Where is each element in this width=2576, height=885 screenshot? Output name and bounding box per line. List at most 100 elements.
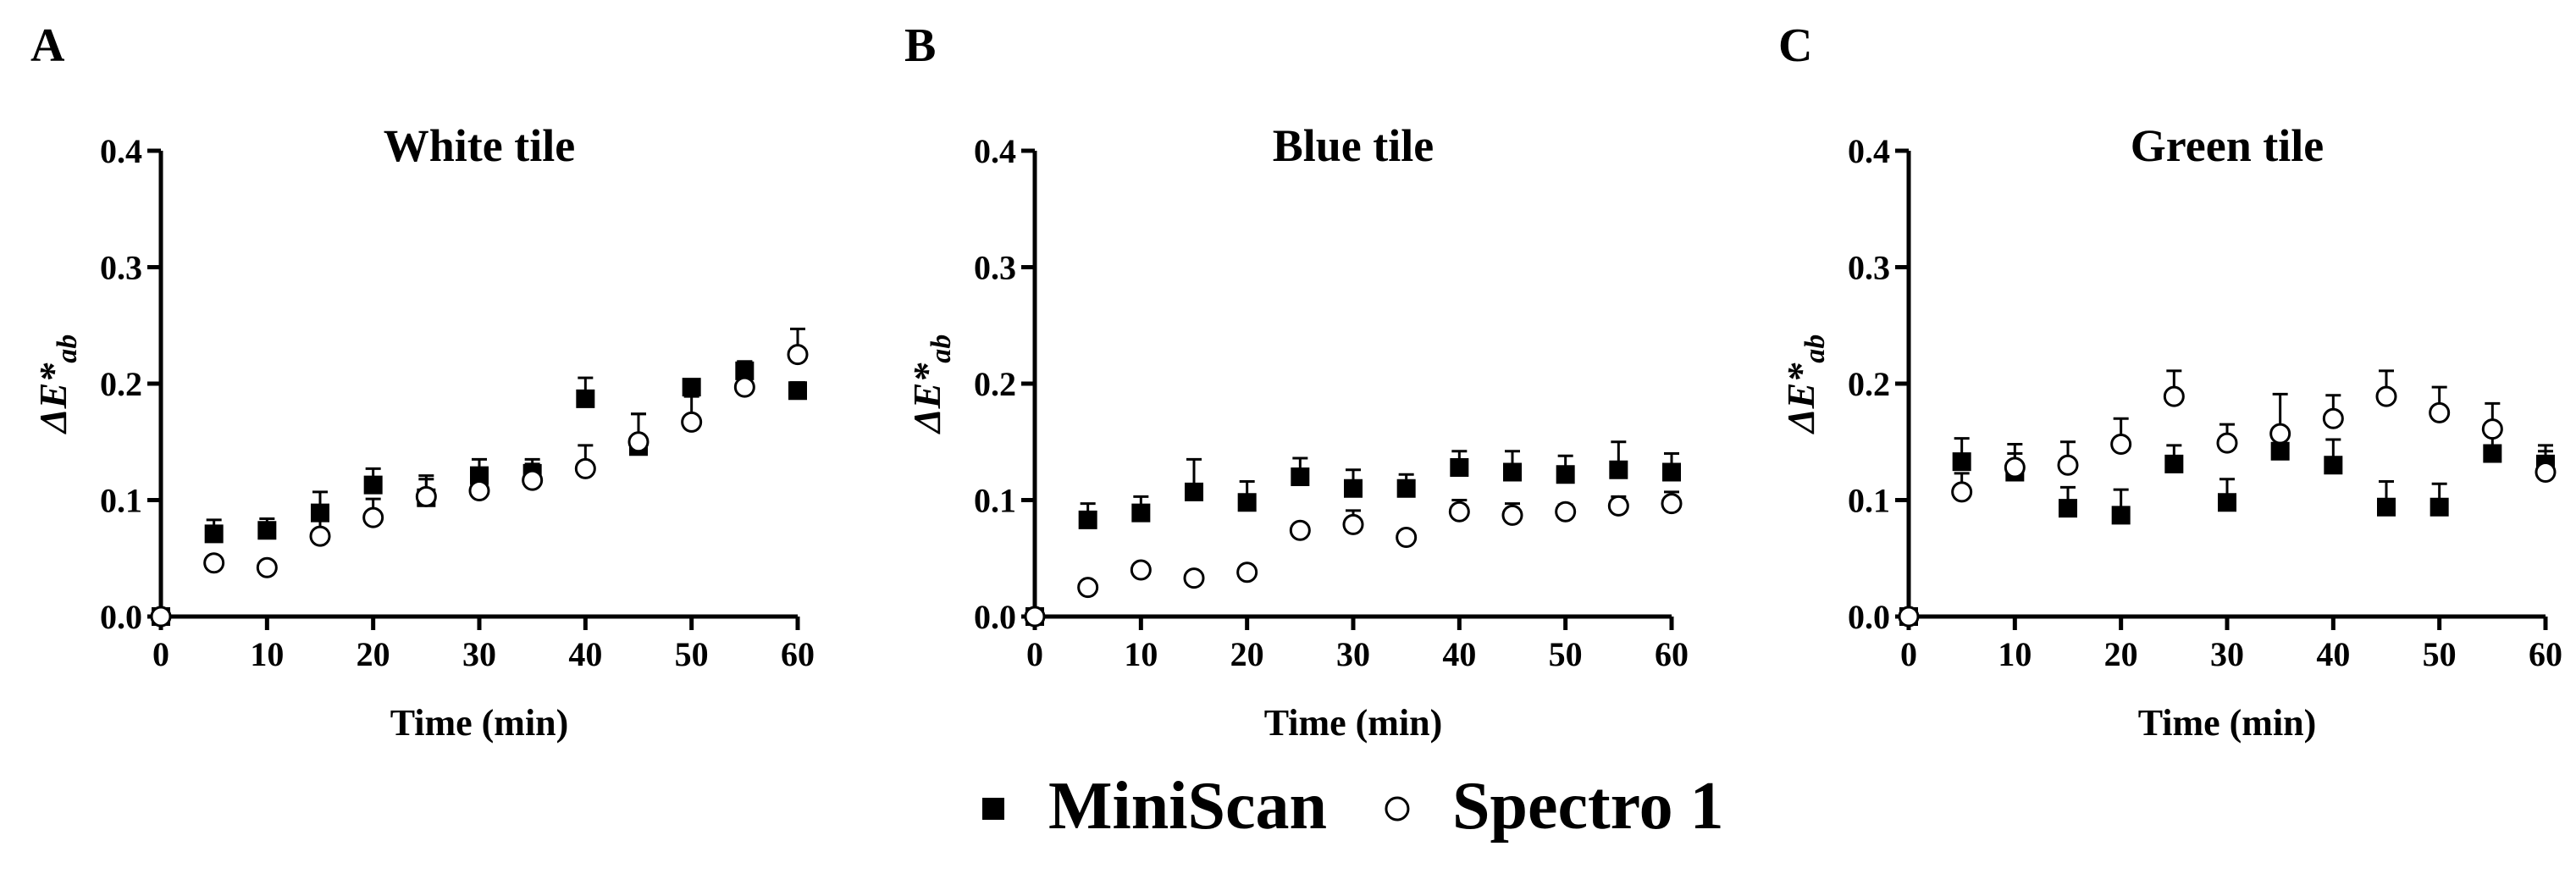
x-tick-label: 30: [1336, 635, 1370, 673]
x-axis-label: Time (min): [1264, 702, 1443, 744]
data-point-square: [204, 524, 224, 544]
data-point-circle: [1607, 495, 1629, 517]
x-tick-label: 0: [1026, 635, 1043, 673]
y-axis-label: ΔE*ab: [905, 335, 957, 435]
chart-title: Blue tile: [1273, 120, 1434, 171]
data-point-circle: [1183, 567, 1205, 589]
legend-marker-square: [982, 798, 1004, 820]
x-tick-label: 50: [675, 635, 709, 673]
data-point-circle: [309, 525, 331, 547]
data-point-circle: [1898, 606, 1920, 628]
y-tick-label: 0.0: [100, 598, 142, 636]
data-point-square: [1450, 458, 1469, 477]
data-point-circle: [522, 469, 544, 491]
legend-label: Spectro 1: [1452, 769, 1724, 844]
data-point-square: [2164, 454, 2184, 473]
data-point-circle: [2004, 456, 2026, 478]
y-tick-label: 0.3: [100, 249, 142, 287]
data-point-square: [788, 381, 807, 401]
data-point-circle: [1396, 527, 1418, 548]
data-point-square: [363, 475, 383, 495]
data-point-circle: [2322, 407, 2344, 429]
data-point-circle: [256, 556, 278, 578]
y-axis-label-main: ΔE*: [905, 362, 948, 435]
x-tick-label: 40: [568, 635, 602, 673]
y-tick-label: 0.4: [1848, 132, 1890, 170]
data-point-circle: [1555, 501, 1577, 523]
panel-letter: B: [904, 19, 936, 72]
y-axis-label-main: ΔE*: [1779, 362, 1822, 435]
data-point-circle: [150, 606, 172, 628]
x-tick-label: 10: [1124, 635, 1158, 673]
panel-a: A White tile 0.0 0.1 0.2 0.3 0.4 0 10 20 30 40 50 60 T…: [30, 19, 815, 744]
series-spectro-1: [1024, 490, 1683, 628]
data-point-circle: [2216, 432, 2238, 454]
data-point-square: [2059, 499, 2077, 518]
data-point-square: [1503, 462, 1522, 482]
y-axis-label: ΔE*ab: [31, 335, 83, 435]
data-point-square: [1131, 503, 1151, 523]
data-point-circle: [2481, 418, 2503, 440]
data-point-circle: [1501, 504, 1523, 526]
data-point-square: [2218, 493, 2236, 512]
data-point-square: [2377, 497, 2396, 517]
x-tick-label: 20: [1230, 635, 1264, 673]
data-point-circle: [2375, 385, 2397, 407]
legend: MiniScan Spectro 1: [982, 769, 1724, 844]
data-point-circle: [1130, 559, 1152, 581]
data-point-square: [1078, 510, 1097, 529]
data-point-circle: [1289, 519, 1311, 541]
data-point-circle: [415, 485, 437, 507]
data-point-square: [576, 389, 595, 408]
x-tick-label: 20: [357, 635, 390, 673]
x-tick-label: 50: [2423, 635, 2457, 673]
x-tick-label: 30: [2210, 635, 2244, 673]
data-point-circle: [733, 376, 755, 398]
y-axis-label-sub: ab: [52, 335, 83, 363]
chart-title: White tile: [384, 120, 575, 171]
data-point-circle: [681, 411, 703, 433]
data-point-circle: [1448, 501, 1470, 523]
data-point-square: [1662, 462, 1681, 482]
data-point-square: [2430, 497, 2449, 517]
data-point-circle: [2057, 454, 2079, 476]
y-tick-label: 0.1: [1848, 482, 1890, 520]
panel-c: C Green tile 0.0 0.1 0.2 0.3 0.4 0 10 20 30 40 50 60 T…: [1778, 19, 2562, 744]
data-point-circle: [2110, 434, 2132, 455]
x-tick-label: 10: [1998, 635, 2032, 673]
y-tick-label: 0.4: [100, 132, 142, 170]
data-point-square: [1185, 482, 1203, 501]
panel-letter: C: [1778, 19, 1812, 72]
data-point-circle: [574, 457, 596, 479]
data-point-circle: [203, 552, 225, 574]
y-axis-label: ΔE*ab: [1779, 335, 1831, 435]
x-tick-label: 20: [2104, 635, 2138, 673]
legend-marker-circle: [1385, 796, 1410, 821]
data-point-square: [1396, 478, 1416, 498]
data-point-square: [1952, 452, 1971, 472]
data-point-circle: [468, 480, 490, 501]
data-point-square: [257, 521, 277, 540]
data-point-square: [1344, 478, 1363, 498]
data-point-circle: [2429, 401, 2451, 423]
series-miniscan: [1025, 440, 1681, 626]
x-axis-label: Time (min): [2138, 702, 2317, 744]
y-tick-label: 0.2: [1848, 365, 1890, 403]
x-tick-label: 10: [250, 635, 284, 673]
data-point-square: [2270, 441, 2290, 461]
data-point-square: [2111, 506, 2131, 525]
data-point-square: [1556, 465, 1575, 484]
data-point-circle: [787, 344, 809, 366]
data-point-square: [2324, 456, 2343, 475]
data-point-circle: [1342, 513, 1364, 535]
data-point-square: [2483, 444, 2502, 463]
data-point-circle: [2269, 423, 2291, 445]
data-point-square: [1291, 467, 1310, 486]
data-point-square: [311, 503, 329, 523]
series-miniscan: [1899, 426, 2555, 626]
y-tick-label: 0.1: [974, 482, 1016, 520]
x-tick-label: 0: [152, 635, 169, 673]
data-point-square: [1237, 493, 1257, 512]
data-point-circle: [1236, 561, 1258, 584]
series-spectro-1: [1898, 369, 2557, 628]
